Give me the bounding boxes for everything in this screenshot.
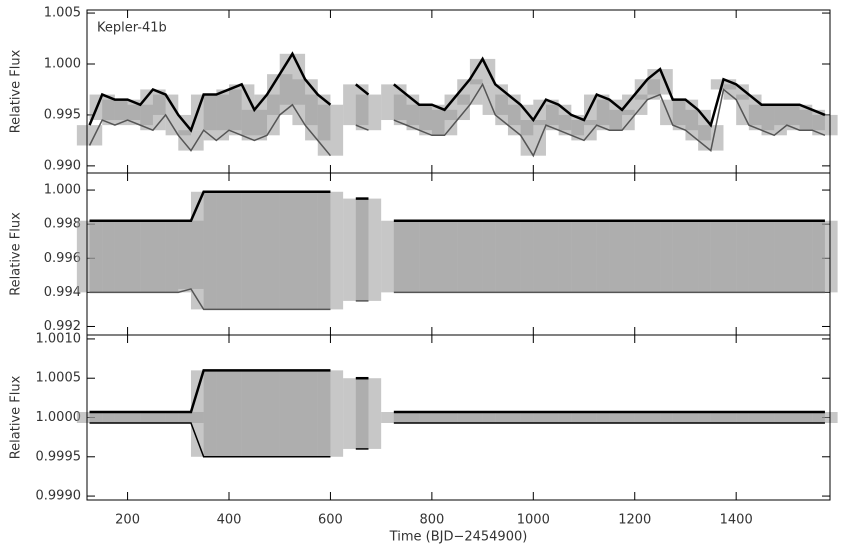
flux-band <box>76 125 103 146</box>
annotation: Kepler-41b <box>97 21 167 36</box>
y-tick-label: 1.005 <box>44 6 81 21</box>
flux-line <box>89 422 331 458</box>
y-tick-label: 0.996 <box>44 251 81 266</box>
flux-band <box>609 412 635 423</box>
flux-band <box>672 412 699 423</box>
flux-line <box>89 288 331 311</box>
y-axis-title: Relative Flux <box>9 212 24 296</box>
x-tick-label: 600 <box>318 513 343 528</box>
flux-band <box>355 378 382 449</box>
flux-band <box>812 220 838 293</box>
x-tick-label: 1200 <box>618 513 651 528</box>
flux-line <box>88 51 332 133</box>
y-tick-label: 0.994 <box>44 285 81 300</box>
flux-band <box>774 412 800 423</box>
flux-band <box>355 198 382 301</box>
x-axis-title: Time (BJD−2454900) <box>389 530 528 545</box>
y-tick-label: 0.992 <box>44 319 81 334</box>
x-tick-label: 800 <box>419 513 444 528</box>
flux-band <box>507 412 534 423</box>
flux-band <box>317 370 344 457</box>
x-tick-label: 200 <box>115 513 140 528</box>
flux-line <box>88 103 332 157</box>
y-tick-label: 1.000 <box>44 56 81 71</box>
flux-band <box>812 114 838 136</box>
flux-line <box>355 83 370 96</box>
flux-band <box>444 412 470 423</box>
flux-band <box>355 94 382 131</box>
flux-band <box>761 412 787 423</box>
flux-band <box>317 104 344 156</box>
flux-band <box>685 412 711 423</box>
y-tick-label: 0.998 <box>44 217 81 232</box>
y-axis-title: Relative Flux <box>9 375 24 459</box>
y-tick-label: 1.0005 <box>36 371 82 386</box>
flux-line <box>89 190 331 222</box>
flux-band <box>698 125 724 151</box>
y-axis-title: Relative Flux <box>9 49 24 133</box>
flux-band <box>178 130 204 151</box>
flux-band <box>89 412 115 423</box>
flux-band <box>520 120 546 156</box>
flux-band <box>584 412 610 423</box>
y-tick-label: 0.9990 <box>36 489 82 504</box>
flux-band <box>406 412 432 423</box>
flux-band <box>812 412 838 423</box>
flux-band <box>596 412 623 423</box>
y-tick-label: 0.990 <box>44 158 81 173</box>
y-tick-label: 1.0000 <box>36 410 82 425</box>
y-tick-label: 0.995 <box>44 107 81 122</box>
panel-frame <box>86 334 831 501</box>
flux-line <box>393 82 826 158</box>
flux-line <box>393 56 826 128</box>
x-tick-label: 1400 <box>720 513 753 528</box>
flux-band <box>152 94 179 115</box>
x-tick-label: 400 <box>217 513 242 528</box>
x-tick-label: 1000 <box>517 513 550 528</box>
flux-line <box>89 369 331 414</box>
flux-band <box>520 412 546 423</box>
flux-band <box>317 191 344 310</box>
flux-line <box>355 124 369 131</box>
y-tick-label: 1.0010 <box>36 331 82 346</box>
y-tick-label: 1.000 <box>44 183 81 198</box>
y-tick-label: 0.9995 <box>36 449 82 464</box>
